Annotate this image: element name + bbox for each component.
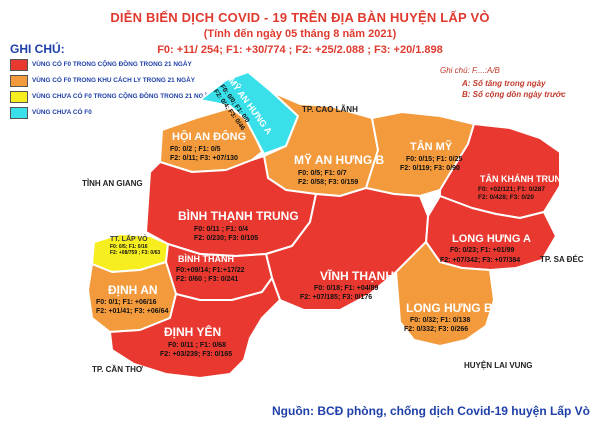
region-stat: F0: 0/1; F1: +06/16 <box>96 299 157 306</box>
note-a: A: Số tăng trong ngày <box>462 79 546 88</box>
region-name: LONG HƯNG A <box>452 233 531 245</box>
region-name: TÂN MỸ <box>410 140 453 153</box>
region-stat: F0: 0/32; F1: 0/138 <box>410 317 470 324</box>
label-sa-dec: TP. SA ĐÉC <box>540 255 584 264</box>
region-stat: F2: 0/230; F3: 0/105 <box>194 235 258 242</box>
region-stat: F0: 0/15; F1: 0/25 <box>406 156 463 163</box>
region-stat: F0: 0/5; F1: 0/7 <box>298 170 347 177</box>
region-stat: F2: 0/332; F3: 0/266 <box>404 326 468 333</box>
region-name: ĐỊNH AN <box>108 283 158 297</box>
legend-label: VÙNG CÓ F0 TRONG KHU CÁCH LY TRONG 21 NG… <box>32 77 195 84</box>
note-b: B: Số cộng dồn ngày trước <box>462 90 566 99</box>
region-dinh-yen <box>109 277 281 379</box>
legend-swatch-orange <box>10 74 28 87</box>
region-stat: F0: 0/11 ; F1: 0/4 <box>194 226 248 233</box>
totals-line: F0: +11/ 254; F1: +30/774 ; F2: +25/2.08… <box>157 44 443 56</box>
region-name: TT. LẤP VÒ <box>110 233 148 243</box>
legend-label: VÙNG CHƯA CÓ F0 TRONG CỘNG ĐỒNG TRONG 21… <box>32 93 213 100</box>
region-name: HỘI AN ĐÔNG <box>172 130 246 143</box>
label-an-giang: TỈNH AN GIANG <box>82 179 143 188</box>
region-name: BÌNH THẠNH TRUNG <box>178 208 299 223</box>
source-credit: Nguồn: BCĐ phòng, chống dịch Covid-19 hu… <box>272 404 590 418</box>
region-name: MỸ AN HƯNG B <box>294 152 385 167</box>
region-long-hung-b <box>395 241 495 347</box>
page-subtitle: (Tính đến ngày 05 tháng 8 năm 2021) <box>203 28 397 40</box>
legend-swatch-yellow <box>10 90 28 103</box>
region-stat: F0: 0/11 ; F1: 0/68 <box>168 342 226 349</box>
label-cao-lanh: TP. CAO LÃNH <box>302 105 358 114</box>
legend-swatch-red <box>10 58 28 71</box>
page-title: DIỄN BIẾN DỊCH COVID - 19 TRÊN ĐỊA BÀN H… <box>110 10 490 25</box>
region-vinh-thanh <box>265 187 429 311</box>
region-stat: F2: 0/58; F3: 0/159 <box>298 179 358 186</box>
legend-label: VÙNG CÓ F0 TRONG CỘNG ĐỒNG TRONG 21 NGÀY <box>32 61 192 68</box>
region-name: VĨNH THẠNH <box>320 268 394 283</box>
region-stat: F2: +01/41; F3: +06/64 <box>96 308 168 315</box>
label-lai-vung: HUYỆN LAI VUNG <box>464 361 532 370</box>
region-stat: F2: +07/185; F3: 0/176 <box>300 294 372 301</box>
region-stat: F0:+09/14; F1:+17/22 <box>176 267 245 274</box>
region-name: ĐỊNH YÊN <box>164 324 221 339</box>
region-stat: F0: 0/2 ; F1: 0/5 <box>170 146 221 153</box>
region-name: LONG HƯNG B <box>406 301 493 315</box>
region-stat: F0: 0/23; F1: +01/99 <box>450 247 515 254</box>
note-format: Ghi chú: F....:A/B <box>440 66 500 75</box>
legend-swatch-cyan <box>10 106 28 119</box>
region-stat: F2: +07/342; F3: +07/384 <box>440 257 520 264</box>
region-stat: F0: 0/5; F1: 0/16 <box>110 244 148 250</box>
region-stat: F2: 0/60 ; F3: 0/241 <box>176 276 238 283</box>
legend-item-no-community: VÙNG CHƯA CÓ F0 TRONG CỘNG ĐỒNG TRONG 21… <box>10 90 212 103</box>
region-stat: F2: 0/119; F3: 0/90 <box>400 165 460 172</box>
label-can-tho: TP. CẦN THƠ <box>92 364 143 374</box>
region-stat: F0: 0/18; F1: +04/89 <box>314 285 379 292</box>
region-stat: F2: +08/759 ; F3: 0/63 <box>110 250 160 256</box>
legend-item-none: VÙNG CHƯA CÓ F0 <box>10 106 212 119</box>
region-stat: F2: 0/11; F3: +07/130 <box>170 155 238 162</box>
legend-item-community: VÙNG CÓ F0 TRONG CỘNG ĐỒNG TRONG 21 NGÀY <box>10 58 212 71</box>
legend-label: VÙNG CHƯA CÓ F0 <box>32 109 92 116</box>
legend-title: GHI CHÚ: <box>10 42 65 56</box>
region-name: BÌNH THÀNH <box>178 254 234 264</box>
region-stat: F2: 0/428; F3: 0/20 <box>478 194 534 201</box>
legend: VÙNG CÓ F0 TRONG CỘNG ĐỒNG TRONG 21 NGÀY… <box>10 58 212 122</box>
region-stat: F0: +02/121; F1: 0/287 <box>478 186 545 193</box>
region-stat: F2: +03/239; F3: 0/165 <box>160 351 232 358</box>
region-name: TÂN KHÁNH TRUNG <box>480 173 568 184</box>
legend-item-quarantine: VÙNG CÓ F0 TRONG KHU CÁCH LY TRONG 21 NG… <box>10 74 212 87</box>
